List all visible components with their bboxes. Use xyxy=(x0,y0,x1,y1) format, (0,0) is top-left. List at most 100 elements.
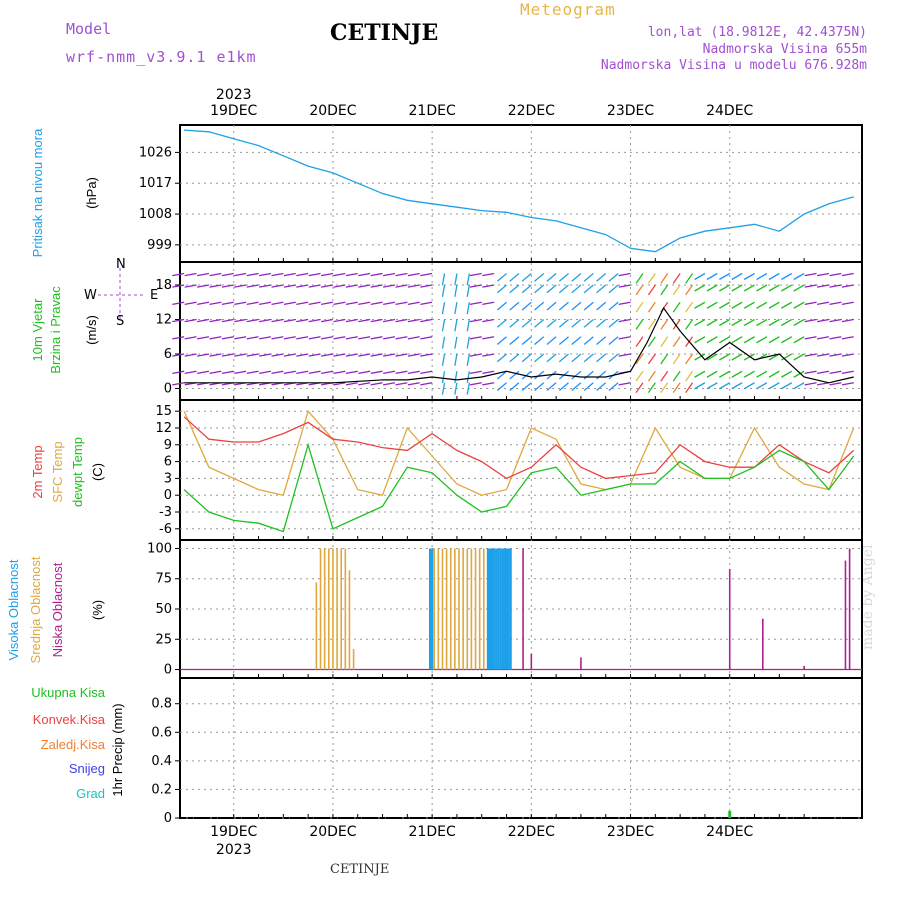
wind-barb xyxy=(454,284,458,297)
wind-barb xyxy=(596,353,607,363)
wind-barb xyxy=(296,284,309,288)
panel-frame-precip xyxy=(179,677,863,819)
wind-barb xyxy=(521,336,532,345)
wind-barb xyxy=(768,370,780,378)
wind-barb xyxy=(534,319,545,328)
panel-frame-wind xyxy=(179,261,863,401)
wind-barb xyxy=(308,353,321,357)
wind-barb xyxy=(345,353,358,357)
wind-barb xyxy=(395,284,408,288)
wind-barb xyxy=(308,370,321,374)
wind-barb xyxy=(441,382,446,395)
wind-barb xyxy=(672,353,681,365)
y-tick-label: 100 xyxy=(147,541,172,556)
wind-barb xyxy=(454,319,458,332)
wind-barb xyxy=(596,273,607,282)
wind-barb xyxy=(829,284,842,288)
wind-barb xyxy=(571,336,582,345)
wind-barb xyxy=(184,353,197,357)
wind-barb xyxy=(469,272,482,277)
wind-barb xyxy=(345,272,358,277)
wind-barb xyxy=(546,301,557,311)
wind-barb xyxy=(509,284,520,294)
wind-barb xyxy=(395,301,408,305)
wind-barb xyxy=(706,318,718,327)
wind-barb xyxy=(817,318,830,323)
wind-barb xyxy=(469,336,482,340)
wind-barb xyxy=(209,284,222,288)
wind-barb xyxy=(618,284,631,288)
wind-barb xyxy=(534,284,545,294)
date-tick-top: 23DEC xyxy=(607,103,654,119)
wind-barb xyxy=(546,284,557,294)
wind-barb xyxy=(571,319,582,328)
wind-barb xyxy=(321,370,334,374)
wind-barb xyxy=(420,382,433,386)
wind-barb xyxy=(407,272,420,277)
y-tick-label: 0 xyxy=(164,663,172,678)
wind-barb xyxy=(172,272,185,277)
wind-barb xyxy=(308,318,321,323)
wind-barb xyxy=(804,284,817,288)
wind-barb xyxy=(793,301,805,309)
wind-barb xyxy=(618,336,631,340)
wind-barb xyxy=(221,272,234,277)
wind-barb xyxy=(466,382,470,395)
wind-barb xyxy=(756,382,768,390)
wind-barb xyxy=(660,319,669,330)
wind-barb xyxy=(370,272,383,277)
wind-barb xyxy=(743,284,755,292)
wind-barb xyxy=(441,371,446,384)
wind-barb xyxy=(407,318,420,323)
wind-barb xyxy=(534,370,545,380)
wind-barb xyxy=(197,318,210,323)
wind-barb xyxy=(660,382,669,393)
wind-barb xyxy=(719,272,731,281)
wind-barb xyxy=(546,382,557,391)
wind-barb xyxy=(509,353,520,363)
y-tick-label: 1017 xyxy=(139,176,172,191)
wind-barb xyxy=(234,353,247,357)
wind-barb xyxy=(172,318,185,323)
wind-barb xyxy=(583,336,594,345)
wind-barb xyxy=(660,370,669,382)
wind-barb xyxy=(719,301,731,309)
wind-barb xyxy=(209,336,222,340)
wind-barb xyxy=(534,273,545,282)
wind-barb xyxy=(172,353,185,357)
wind-barb xyxy=(793,353,805,361)
wind-barb xyxy=(694,272,706,281)
wind-barb xyxy=(719,353,731,361)
wind-barb xyxy=(296,301,309,305)
wind-barb xyxy=(172,284,185,288)
wind-barb xyxy=(706,284,718,292)
wind-barb xyxy=(197,284,210,288)
wind-axis-label: 10m Vjetar xyxy=(30,298,45,362)
wind-barb xyxy=(694,370,706,378)
wind-barb xyxy=(395,353,408,357)
wind-barb xyxy=(731,370,743,378)
wind-barb xyxy=(333,336,346,340)
wind-barb xyxy=(558,382,569,391)
wind-barb xyxy=(383,272,396,277)
wind-barb xyxy=(706,382,718,390)
wind-barb xyxy=(608,319,619,328)
wind-barb xyxy=(804,272,817,277)
wind-barb xyxy=(308,336,321,340)
wind-barb xyxy=(358,382,371,386)
wind-barb xyxy=(571,382,582,391)
wind-barb xyxy=(719,370,731,378)
wind-barb xyxy=(358,284,371,288)
wind-barb xyxy=(496,382,507,391)
lonlat-label: lon,lat (18.9812E, 42.4375N) xyxy=(647,25,867,40)
wind-barb xyxy=(635,382,644,393)
y-tick-label: 0 xyxy=(164,488,172,503)
wind-barb xyxy=(558,336,569,345)
date-tick-top: 19DEC xyxy=(210,103,257,119)
wind-barb xyxy=(829,272,842,277)
wind-barb xyxy=(829,318,842,323)
year-label-bottom: 2023 xyxy=(216,842,252,858)
wind-barb xyxy=(781,382,793,390)
wind-barb xyxy=(271,272,284,277)
wind-barb xyxy=(246,336,259,340)
